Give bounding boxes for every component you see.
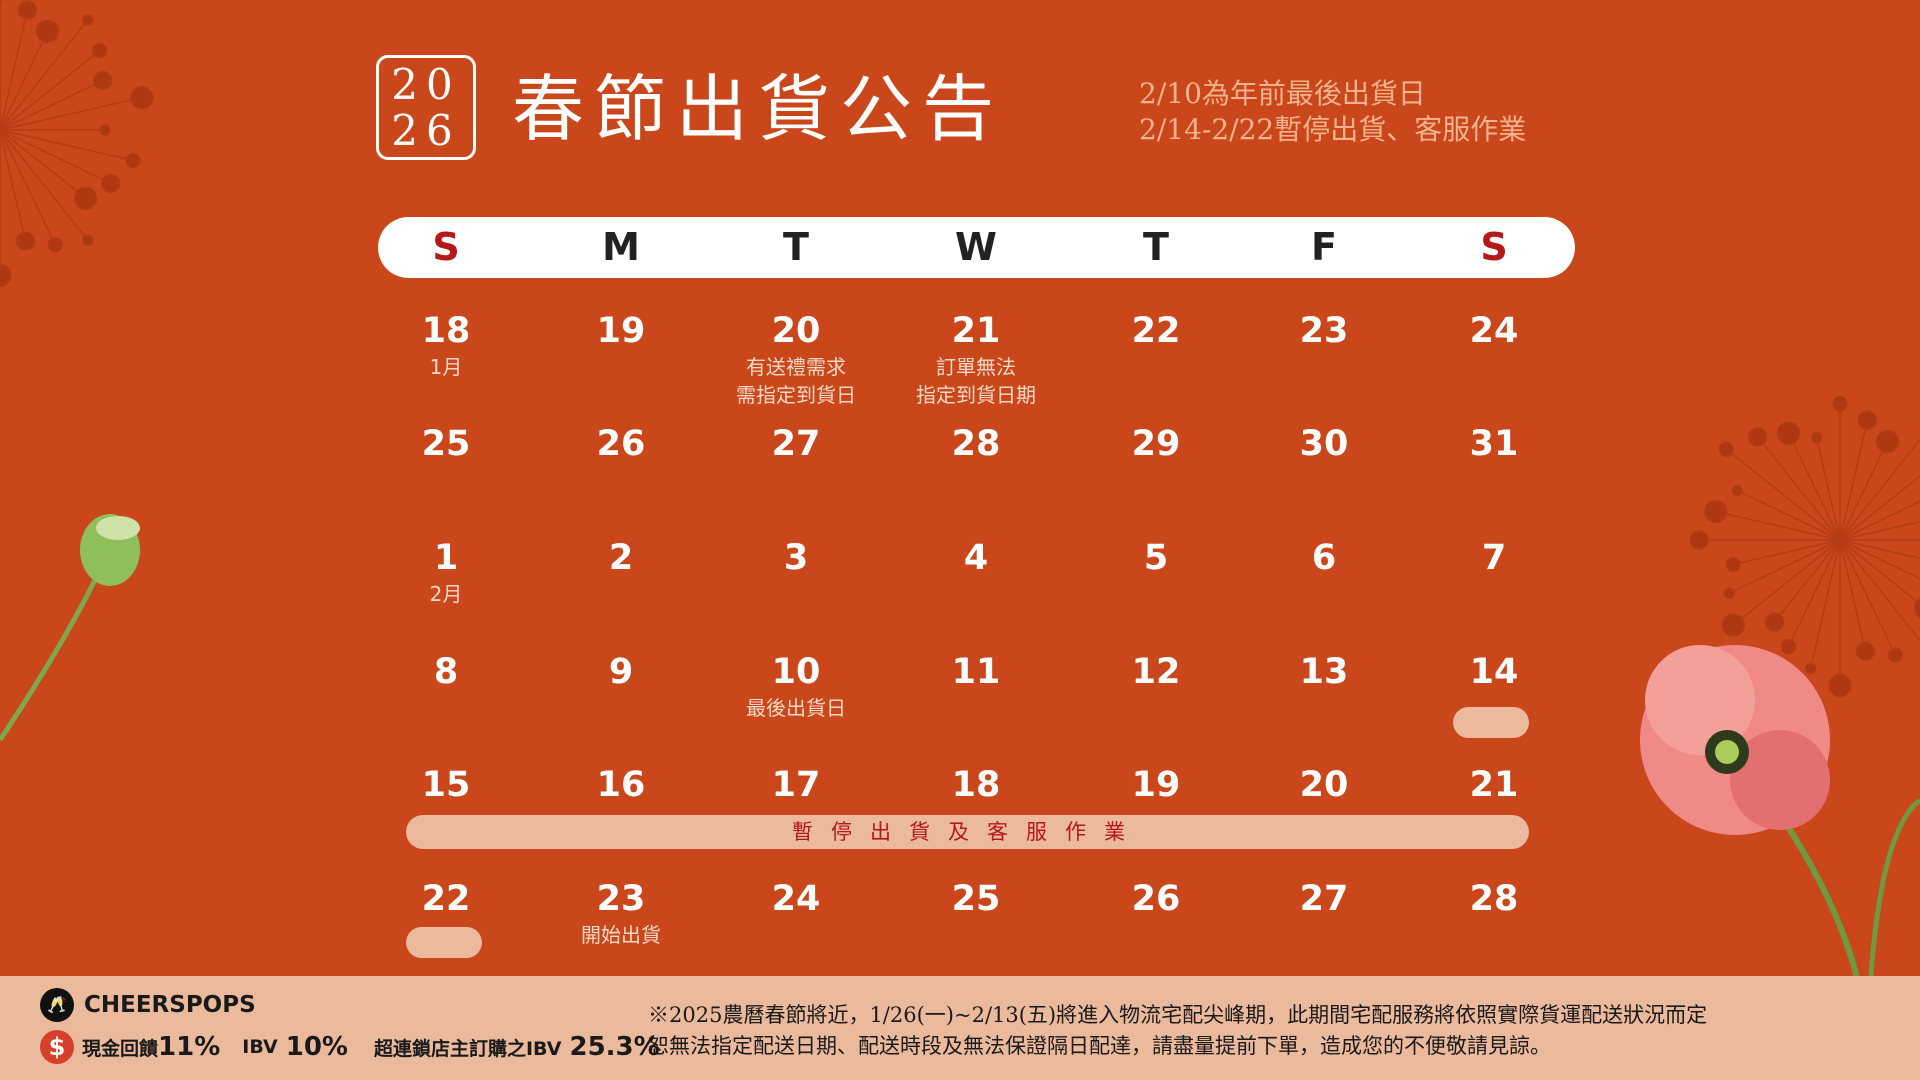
day-cell: 7 bbox=[1481, 538, 1507, 578]
chain-label: 超連鎖店主訂購之IBV bbox=[373, 1037, 562, 1060]
day-cell: 18 bbox=[421, 311, 471, 351]
promo-line: $ 現金回饋 11% IBV 10% 超連鎖店主訂購之IBV 25.3% bbox=[40, 1030, 660, 1064]
day-cell: 22 bbox=[1131, 311, 1181, 351]
day-cell: 1 bbox=[433, 538, 459, 578]
day-note-feb: 2月 bbox=[429, 582, 463, 606]
day-cell: 23 bbox=[1299, 311, 1349, 351]
weekday-4: T bbox=[1143, 225, 1169, 269]
day-note-resume: 開始出貨 bbox=[581, 923, 661, 947]
day-cell: 28 bbox=[1469, 879, 1519, 919]
day-cell: 20 bbox=[771, 311, 821, 351]
weekday-3: W bbox=[955, 225, 997, 269]
day-cell: 24 bbox=[1469, 311, 1519, 351]
day-cell: 23 bbox=[596, 879, 646, 919]
day-cell: 19 bbox=[1131, 765, 1181, 805]
day-cell: 15 bbox=[421, 765, 471, 805]
page-title: 春節出貨公告 bbox=[512, 67, 1005, 151]
brand: 🥂 CHEERSPOPS bbox=[40, 988, 256, 1022]
day-cell: 13 bbox=[1299, 652, 1349, 692]
day-cell: 16 bbox=[596, 765, 646, 805]
day-cell: 26 bbox=[1131, 879, 1181, 919]
day-cell: 18 bbox=[951, 765, 1001, 805]
poppy-flower-icon bbox=[1640, 645, 1920, 991]
day-cell: 24 bbox=[771, 879, 821, 919]
day-cell: 8 bbox=[433, 652, 459, 692]
highlight-pill-14 bbox=[1453, 707, 1529, 738]
ibv-value: 10% bbox=[285, 1032, 348, 1062]
weekday-5: F bbox=[1311, 225, 1337, 269]
day-cell: 2 bbox=[608, 538, 634, 578]
day-cell: 17 bbox=[771, 765, 821, 805]
chain-value: 25.3% bbox=[569, 1032, 660, 1062]
footer: 🥂 CHEERSPOPS $ 現金回饋 11% IBV 10% 超連鎖店主訂購之… bbox=[0, 976, 1920, 1080]
day-cell: 29 bbox=[1131, 424, 1181, 464]
day-cell: 21 bbox=[1469, 765, 1519, 805]
day-cell: 25 bbox=[421, 424, 471, 464]
cashback-label: 現金回饋 bbox=[82, 1037, 159, 1060]
day-note-gift-1: 有送禮需求 bbox=[746, 355, 846, 379]
highlight-pill-22 bbox=[406, 927, 482, 958]
dollar-icon: $ bbox=[40, 1030, 74, 1064]
cashback-value: 11% bbox=[158, 1032, 221, 1062]
poppy-bud-icon bbox=[0, 514, 140, 742]
day-cell: 4 bbox=[963, 538, 989, 578]
year-badge: 20 26 bbox=[376, 55, 476, 160]
day-cell: 28 bbox=[951, 424, 1001, 464]
day-cell: 27 bbox=[771, 424, 821, 464]
day-cell: 22 bbox=[421, 879, 471, 919]
day-note-jan: 1月 bbox=[429, 355, 463, 379]
notice-line-1: ※2025農曆春節將近，1/26(一)~2/13(五)將進入物流宅配尖峰期，此期… bbox=[648, 1003, 1708, 1027]
day-cell: 21 bbox=[951, 311, 1001, 351]
day-cell: 19 bbox=[596, 311, 646, 351]
ibv-label: IBV bbox=[242, 1036, 278, 1058]
day-cell: 10 bbox=[771, 652, 821, 692]
day-cell: 27 bbox=[1299, 879, 1349, 919]
day-cell: 3 bbox=[783, 538, 809, 578]
day-cell: 11 bbox=[951, 652, 1001, 692]
day-cell: 9 bbox=[608, 652, 634, 692]
day-note-nodate-1: 訂單無法 bbox=[936, 355, 1016, 379]
brand-name: CHEERSPOPS bbox=[84, 992, 256, 1018]
notice-line-2: 恕無法指定配送日期、配送時段及無法保證隔日配達，請盡量提前下單，造成您的不便敬請… bbox=[648, 1034, 1551, 1058]
day-note-gift-2: 需指定到貨日 bbox=[736, 383, 856, 407]
day-cell: 25 bbox=[951, 879, 1001, 919]
day-cell: 30 bbox=[1299, 424, 1349, 464]
suspend-banner: 暫停出貨及客服作業 bbox=[406, 815, 1529, 849]
weekday-0: S bbox=[432, 225, 460, 269]
day-cell: 20 bbox=[1299, 765, 1349, 805]
weekday-6: S bbox=[1480, 225, 1508, 269]
notice-text: ※2025農曆春節將近，1/26(一)~2/13(五)將進入物流宅配尖峰期，此期… bbox=[648, 1000, 1707, 1062]
day-note-last: 最後出貨日 bbox=[746, 696, 846, 720]
day-cell: 26 bbox=[596, 424, 646, 464]
day-cell: 14 bbox=[1469, 652, 1519, 692]
subtitle-line-1: 2/10為年前最後出貨日 bbox=[1139, 77, 1426, 110]
year-bottom: 26 bbox=[391, 106, 461, 155]
day-cell: 31 bbox=[1469, 424, 1519, 464]
weekday-1: M bbox=[602, 225, 640, 269]
day-cell: 5 bbox=[1143, 538, 1169, 578]
subtitle-line-2: 2/14-2/22暫停出貨、客服作業 bbox=[1139, 113, 1527, 146]
day-cell: 12 bbox=[1131, 652, 1181, 692]
day-cell: 6 bbox=[1311, 538, 1337, 578]
weekday-2: T bbox=[783, 225, 809, 269]
cheers-glass-icon: 🥂 bbox=[40, 988, 74, 1022]
day-note-nodate-2: 指定到貨日期 bbox=[916, 383, 1036, 407]
year-top: 20 bbox=[391, 60, 461, 109]
